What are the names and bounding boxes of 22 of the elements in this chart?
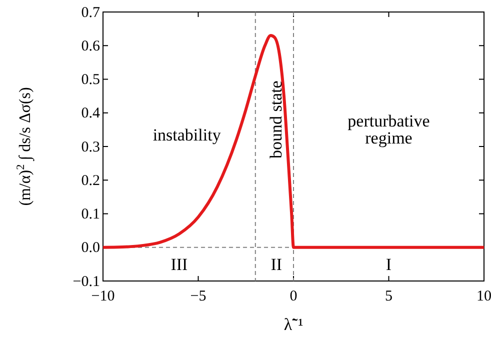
y-tick-label: 0.2 (81, 172, 100, 189)
annotation: bound state (266, 80, 286, 159)
annotation: perturbative regime (348, 112, 430, 148)
x-axis-title: λ̃⁻¹ (284, 315, 304, 334)
y-tick-label: 0.3 (81, 139, 100, 156)
annotation: instability (152, 126, 222, 145)
y-tick-label: 0.1 (81, 206, 100, 223)
line-series (102, 34, 486, 249)
x-tick-label: 10 (476, 288, 491, 304)
annotation: I (386, 254, 392, 274)
annotation: III (170, 254, 188, 274)
x-tick-label: −10 (91, 288, 115, 304)
x-tick-label: −5 (190, 288, 206, 304)
x-tick-label: 0 (290, 288, 298, 304)
annotation: II (270, 254, 282, 274)
y-tick-label: −0.1 (72, 274, 100, 290)
y-tick-label: 0.0 (81, 240, 100, 256)
x-tick-label: 5 (385, 288, 392, 304)
y-tick-label: 0.6 (81, 38, 100, 54)
y-tick-label: 0.5 (81, 72, 100, 88)
y-tick-label: 0.4 (81, 106, 100, 122)
y-tick-label: 0.7 (81, 4, 100, 21)
